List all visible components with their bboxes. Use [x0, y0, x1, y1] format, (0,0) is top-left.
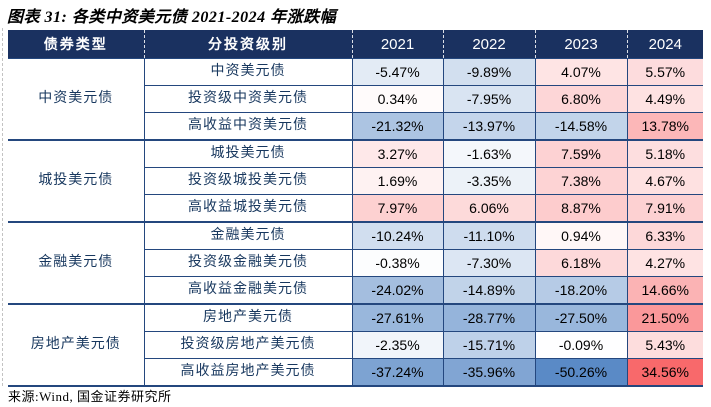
bond-type-cell: 城投美元债	[8, 140, 145, 223]
return-value-cell: -37.24%	[352, 358, 444, 387]
table-row: 投资级金融美元债 -0.38% -7.30% 6.18% 4.27%	[8, 249, 703, 277]
bond-type-cell: 金融美元债	[8, 222, 145, 305]
header-bond-type: 债券类型	[8, 30, 144, 59]
return-value-cell: 21.50%	[627, 304, 703, 332]
return-value-cell: 4.49%	[627, 85, 703, 113]
bond-subtype-cell: 投资级城投美元债	[144, 167, 353, 195]
return-value-cell: 4.07%	[535, 58, 628, 86]
return-value-cell: 4.27%	[627, 249, 703, 277]
table-row: 高收益金融美元债 -24.02% -14.89% -18.20% 14.66%	[8, 276, 703, 305]
return-value-cell: 5.57%	[627, 58, 703, 86]
return-value-cell: -7.95%	[443, 85, 536, 113]
return-value-cell: -35.96%	[443, 358, 536, 387]
table-row: 高收益中资美元债 -21.32% -13.97% -14.58% 13.78%	[8, 112, 703, 141]
returns-table-container: 债券类型 分投资级别 2021 2022 2023 2024 中资美元债 中资美元…	[8, 30, 703, 387]
return-value-cell: -50.26%	[535, 358, 628, 387]
return-value-cell: -18.20%	[535, 276, 628, 305]
return-value-cell: 7.91%	[627, 194, 703, 223]
return-value-cell: 6.80%	[535, 85, 628, 113]
bond-subtype-cell: 高收益金融美元债	[144, 276, 353, 305]
return-value-cell: -21.32%	[352, 112, 444, 141]
table-row: 高收益城投美元债 7.97% 6.06% 8.87% 7.91%	[8, 194, 703, 223]
return-value-cell: 8.87%	[535, 194, 628, 223]
bond-subtype-cell: 投资级中资美元债	[144, 85, 353, 113]
return-value-cell: -24.02%	[352, 276, 444, 305]
bond-subtype-cell: 高收益房地产美元债	[144, 358, 353, 387]
return-value-cell: 6.33%	[627, 222, 703, 250]
table-header-row: 债券类型 分投资级别 2021 2022 2023 2024	[8, 30, 703, 59]
return-value-cell: 4.67%	[627, 167, 703, 195]
table-row: 投资级城投美元债 1.69% -3.35% 7.38% 4.67%	[8, 167, 703, 195]
bond-subtype-cell: 高收益城投美元债	[144, 194, 353, 223]
bond-type-cell: 房地产美元债	[8, 304, 145, 387]
return-value-cell: -5.47%	[352, 58, 444, 86]
return-value-cell: 6.06%	[443, 194, 536, 223]
return-value-cell: 7.97%	[352, 194, 444, 223]
return-value-cell: -14.89%	[443, 276, 536, 305]
return-value-cell: -14.58%	[535, 112, 628, 141]
table-row: 城投美元债 城投美元债 3.27% -1.63% 7.59% 5.18%	[8, 140, 703, 223]
bond-subtype-cell: 投资级金融美元债	[144, 249, 353, 277]
return-value-cell: -3.35%	[443, 167, 536, 195]
return-value-cell: -9.89%	[443, 58, 536, 86]
bond-type-cell: 中资美元债	[8, 58, 145, 141]
return-value-cell: -27.61%	[352, 304, 444, 332]
return-value-cell: -27.50%	[535, 304, 628, 332]
return-value-cell: 13.78%	[627, 112, 703, 141]
return-value-cell: -10.24%	[352, 222, 444, 250]
return-value-cell: 5.18%	[627, 140, 703, 168]
header-year-2021: 2021	[351, 30, 443, 59]
header-year-2024: 2024	[626, 30, 703, 59]
return-value-cell: 6.18%	[535, 249, 628, 277]
page-gridline	[2, 28, 3, 386]
table-row: 中资美元债 中资美元债 -5.47% -9.89% 4.07% 5.57%	[8, 58, 703, 141]
return-value-cell: -7.30%	[443, 249, 536, 277]
table-row: 投资级中资美元债 0.34% -7.95% 6.80% 4.49%	[8, 85, 703, 113]
table-row: 高收益房地产美元债 -37.24% -35.96% -50.26% 34.56%	[8, 358, 703, 387]
return-value-cell: -13.97%	[443, 112, 536, 141]
return-value-cell: -11.10%	[443, 222, 536, 250]
return-value-cell: -2.35%	[352, 331, 444, 359]
bond-subtype-cell: 房地产美元债	[144, 304, 353, 332]
header-year-2023: 2023	[534, 30, 627, 59]
header-year-2022: 2022	[442, 30, 535, 59]
return-value-cell: 0.34%	[352, 85, 444, 113]
return-value-cell: 7.59%	[535, 140, 628, 168]
bond-subtype-cell: 中资美元债	[144, 58, 353, 86]
figure-title: 图表 31: 各类中资美元债 2021-2024 年涨跌幅	[7, 9, 337, 26]
header-rating-level: 分投资级别	[143, 30, 352, 59]
bond-subtype-cell: 城投美元债	[144, 140, 353, 168]
table-row: 金融美元债 金融美元债 -10.24% -11.10% 0.94% 6.33%	[8, 222, 703, 305]
return-value-cell: 14.66%	[627, 276, 703, 305]
returns-table: 债券类型 分投资级别 2021 2022 2023 2024 中资美元债 中资美元…	[8, 30, 703, 387]
bond-subtype-cell: 投资级房地产美元债	[144, 331, 353, 359]
return-value-cell: 0.94%	[535, 222, 628, 250]
bond-subtype-cell: 高收益中资美元债	[144, 112, 353, 141]
return-value-cell: -28.77%	[443, 304, 536, 332]
return-value-cell: 7.38%	[535, 167, 628, 195]
table-row: 房地产美元债 房地产美元债 -27.61% -28.77% -27.50% 21.50%	[8, 304, 703, 387]
return-value-cell: 3.27%	[352, 140, 444, 168]
source-note: 来源:Wind, 国金证券研究所	[8, 389, 172, 404]
return-value-cell: -0.09%	[535, 331, 628, 359]
return-value-cell: -1.63%	[443, 140, 536, 168]
table-row: 投资级房地产美元债 -2.35% -15.71% -0.09% 5.43%	[8, 331, 703, 359]
bond-subtype-cell: 金融美元债	[144, 222, 353, 250]
return-value-cell: -0.38%	[352, 249, 444, 277]
return-value-cell: 34.56%	[627, 358, 703, 387]
table-body: 中资美元债 中资美元债 -5.47% -9.89% 4.07% 5.57% 投资级中资美元债…	[8, 58, 703, 387]
return-value-cell: 1.69%	[352, 167, 444, 195]
return-value-cell: 5.43%	[627, 331, 703, 359]
return-value-cell: -15.71%	[443, 331, 536, 359]
